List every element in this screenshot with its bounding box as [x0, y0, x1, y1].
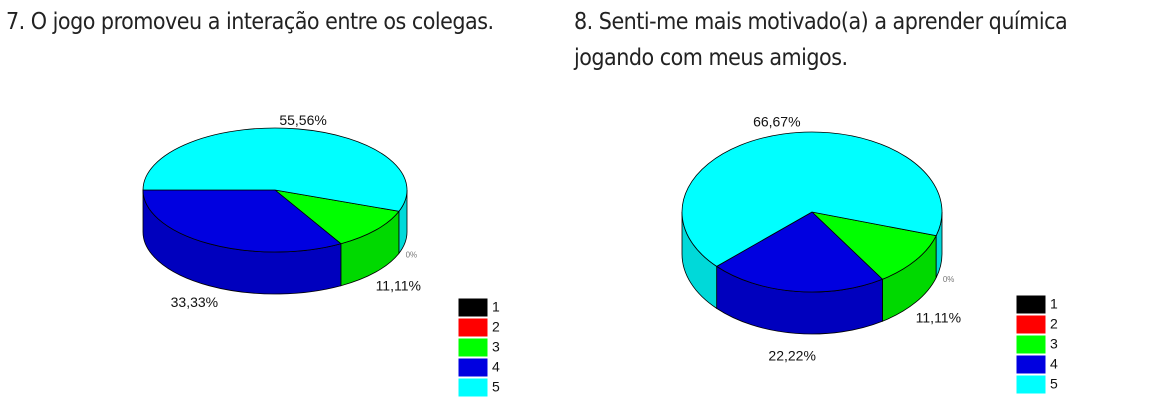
pie-slice: [142, 189, 342, 253]
pie-slice: [681, 131, 943, 267]
chart-title: 7. O jogo promoveu a interação entre os …: [6, 9, 494, 35]
legend-swatch: [1015, 294, 1047, 315]
data-label: 0%: [406, 250, 418, 259]
legend-swatch: [1015, 374, 1047, 395]
pie-slice: [715, 211, 884, 293]
data-label: 11,11%: [916, 310, 961, 326]
legend-label: 4: [492, 359, 500, 375]
data-label: 11,11%: [376, 277, 421, 293]
data-label: 22,22%: [768, 348, 815, 364]
legend-label: 1: [1050, 296, 1058, 312]
legend-swatch: [457, 337, 489, 358]
legend-label: 5: [1050, 376, 1058, 392]
data-label: 66,67%: [753, 114, 800, 130]
legend-label: 2: [1050, 316, 1058, 332]
legend-swatch: [457, 377, 489, 398]
legend-label: 2: [492, 319, 500, 335]
pie-slice: [142, 127, 408, 212]
data-label: 55,56%: [279, 112, 326, 128]
legend-label: 3: [1050, 336, 1058, 352]
legend-swatch: [457, 297, 489, 318]
legend-label: 5: [492, 379, 500, 395]
legend-label: 3: [492, 339, 500, 355]
chart-title: 8. Senti-me mais motivado(a) a aprender …: [574, 9, 1068, 71]
legend-label: 1: [492, 299, 500, 315]
pie-slice: [273, 189, 400, 245]
data-label: 33,33%: [171, 294, 218, 310]
pie-slice: [810, 211, 937, 280]
legend-swatch: [1015, 354, 1047, 375]
legend-swatch: [1015, 314, 1047, 335]
legend-swatch: [1015, 334, 1047, 355]
legend-swatch: [457, 357, 489, 378]
data-label: 0%: [943, 275, 955, 284]
legend-label: 4: [1050, 356, 1058, 372]
legend-swatch: [457, 317, 489, 338]
